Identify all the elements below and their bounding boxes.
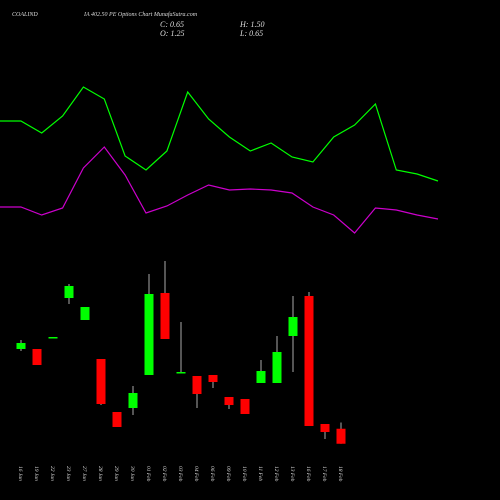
- candle-body: [160, 293, 170, 339]
- candle-body: [48, 337, 58, 339]
- ohlc-label: C: 0.65: [160, 20, 184, 29]
- indicator-line: [0, 146, 439, 234]
- candle-body: [16, 343, 26, 349]
- x-tick-label: 04 Feb: [193, 466, 200, 482]
- x-tick-label: 11 Feb: [257, 466, 263, 481]
- x-tick-label: 09 Feb: [225, 466, 231, 482]
- ohlc-label: L: 0.65: [239, 29, 263, 38]
- x-tick-label: 23 Jan: [65, 466, 71, 481]
- candle-body: [256, 371, 266, 383]
- candle-body: [144, 294, 154, 375]
- candle-body: [288, 317, 298, 336]
- x-tick-label: 27 Jan: [81, 466, 87, 481]
- x-tick-label: 01 Feb: [145, 466, 151, 482]
- x-tick-label: 18 Feb: [337, 466, 343, 482]
- x-tick-label: 06 Feb: [209, 466, 215, 482]
- candle-body: [128, 393, 138, 408]
- x-tick-label: 16 Jan: [17, 466, 23, 481]
- x-tick-label: 28 Jan: [97, 466, 103, 481]
- x-tick-label: 03 Feb: [177, 466, 183, 482]
- candle-body: [304, 296, 314, 426]
- x-tick-label: 10 Feb: [241, 466, 247, 482]
- candle-body: [240, 399, 250, 414]
- ohlc-label: H: 1.50: [239, 20, 264, 29]
- candle-body: [224, 397, 234, 405]
- candle-body: [80, 307, 90, 320]
- x-tick-label: 30 Jan: [129, 465, 135, 481]
- candle-body: [320, 424, 330, 432]
- candle-body: [64, 286, 74, 298]
- candle-body: [112, 412, 122, 427]
- x-tick-label: 22 Jan: [49, 466, 55, 481]
- candle-body: [176, 372, 186, 374]
- x-tick-label: 17 Feb: [321, 466, 327, 482]
- ohlc-label: O: 1.25: [160, 29, 184, 38]
- x-tick-label: 29 Jan: [113, 466, 119, 481]
- candle-body: [272, 352, 282, 383]
- x-tick-label: 13 Feb: [289, 466, 295, 482]
- candle-body: [336, 428, 346, 444]
- candle-body: [32, 349, 42, 365]
- x-tick-label: 12 Feb: [273, 466, 279, 482]
- candle-body: [96, 359, 106, 404]
- candle-body: [208, 375, 218, 382]
- indicator-line: [0, 86, 439, 182]
- chart-subtitle: IA 402.50 PE Options Chart MunafaSutra.c…: [83, 11, 198, 18]
- candle-body: [192, 376, 202, 394]
- x-tick-label: 19 Jan: [33, 466, 39, 481]
- x-tick-label: 02 Feb: [161, 466, 167, 482]
- x-tick-label: 16 Feb: [305, 466, 311, 482]
- chart-title: COALIND: [12, 12, 38, 18]
